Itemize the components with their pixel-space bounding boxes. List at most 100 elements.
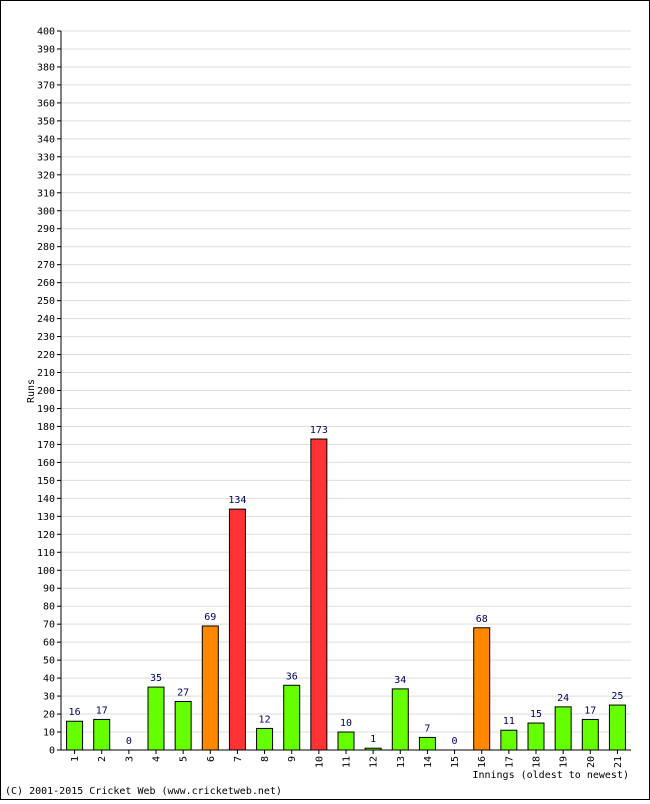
x-tick-label: 18: [532, 756, 543, 768]
y-tick-label: 230: [37, 332, 55, 343]
x-tick-label: 17: [504, 756, 515, 768]
value-label: 0: [452, 736, 458, 747]
x-tick-label: 1: [70, 756, 81, 762]
y-tick-label: 240: [37, 314, 55, 325]
x-tick-label: 5: [179, 756, 190, 762]
y-tick-label: 30: [43, 692, 55, 703]
bar: [418, 736, 436, 751]
bar: [174, 700, 192, 751]
x-tick-label: 8: [260, 756, 271, 762]
x-tick-label: 19: [559, 756, 570, 768]
y-tick-label: 330: [37, 152, 55, 163]
y-tick-label: 10: [43, 728, 55, 739]
y-tick-label: 180: [37, 422, 55, 433]
y-tick-label: 40: [43, 674, 55, 685]
copyright-footer: (C) 2001-2015 Cricket Web (www.cricketwe…: [5, 786, 282, 797]
x-axis-label: Innings (oldest to newest): [472, 770, 629, 781]
y-tick-label: 120: [37, 530, 55, 541]
x-tick-label: 9: [287, 756, 298, 762]
y-tick-label: 310: [37, 188, 55, 199]
x-axis-ticks: 1 2 3 4 5 6 7 8 9 10 11 12 13 14 15 16 17 18 19 20 21: [70, 750, 624, 768]
y-axis-ticks: 0 10 20 30 40 50 60 70 80 90 100 110 120 130 140 150 160…: [37, 27, 61, 757]
bar: [337, 731, 355, 751]
grid-lines: [61, 30, 631, 733]
y-tick-label: 70: [43, 620, 55, 631]
y-tick-label: 290: [37, 224, 55, 235]
value-label: 34: [394, 675, 406, 686]
y-tick-label: 340: [37, 134, 55, 145]
y-tick-label: 50: [43, 656, 55, 667]
bar: [201, 625, 219, 751]
y-tick-label: 260: [37, 278, 55, 289]
x-tick-label: 21: [613, 756, 624, 768]
x-tick-label: 10: [314, 756, 325, 768]
value-label: 69: [204, 612, 216, 623]
bar: [581, 718, 599, 751]
bar: [527, 722, 545, 751]
value-label: 17: [584, 705, 596, 716]
y-tick-label: 400: [37, 27, 55, 38]
x-tick-label: 2: [97, 756, 108, 762]
y-tick-label: 170: [37, 440, 55, 451]
y-tick-label: 320: [37, 170, 55, 181]
value-label: 36: [286, 671, 298, 682]
bar: [473, 627, 491, 751]
x-tick-label: 6: [206, 756, 217, 762]
x-tick-label: 4: [152, 756, 163, 762]
value-label: 11: [503, 716, 515, 727]
value-label: 0: [126, 736, 132, 747]
x-tick-label: 20: [586, 756, 597, 768]
y-tick-label: 370: [37, 80, 55, 91]
y-tick-label: 80: [43, 602, 55, 613]
x-tick-label: 7: [233, 756, 244, 762]
y-tick-label: 110: [37, 548, 55, 559]
x-tick-label: 3: [124, 756, 135, 762]
x-tick-label: 12: [369, 756, 380, 768]
bar: [256, 727, 274, 751]
y-tick-label: 0: [49, 746, 55, 757]
y-tick-label: 150: [37, 476, 55, 487]
y-tick-label: 100: [37, 566, 55, 577]
value-label: 173: [310, 425, 328, 436]
bars: [66, 438, 626, 751]
value-label: 7: [424, 723, 430, 734]
bar: [66, 720, 84, 751]
y-tick-label: 60: [43, 638, 55, 649]
value-label: 25: [611, 691, 623, 702]
y-tick-label: 270: [37, 260, 55, 271]
value-label: 68: [476, 614, 488, 625]
bar: [554, 706, 572, 751]
value-label: 24: [557, 693, 569, 704]
value-label: 16: [69, 707, 81, 718]
y-tick-label: 280: [37, 242, 55, 253]
y-tick-label: 190: [37, 404, 55, 415]
y-tick-label: 90: [43, 584, 55, 595]
y-tick-label: 360: [37, 98, 55, 109]
value-label: 27: [177, 687, 189, 698]
y-axis-label: Runs: [26, 379, 37, 403]
y-tick-label: 300: [37, 206, 55, 217]
x-tick-label: 15: [450, 756, 461, 768]
y-tick-label: 200: [37, 386, 55, 397]
y-tick-label: 250: [37, 296, 55, 307]
y-tick-label: 390: [37, 44, 55, 55]
bar: [608, 704, 626, 751]
y-tick-label: 220: [37, 350, 55, 361]
value-label: 12: [259, 714, 271, 725]
value-label: 35: [150, 673, 162, 684]
bar: [147, 686, 165, 751]
x-tick-label: 16: [477, 756, 488, 768]
x-tick-label: 14: [423, 756, 434, 768]
bar: [93, 718, 111, 751]
value-label: 15: [530, 709, 542, 720]
value-label: 17: [96, 705, 108, 716]
y-tick-label: 380: [37, 62, 55, 73]
y-tick-label: 350: [37, 116, 55, 127]
bar: [228, 508, 246, 751]
y-tick-label: 140: [37, 494, 55, 505]
bar: [391, 688, 409, 751]
value-label: 1: [370, 734, 376, 745]
